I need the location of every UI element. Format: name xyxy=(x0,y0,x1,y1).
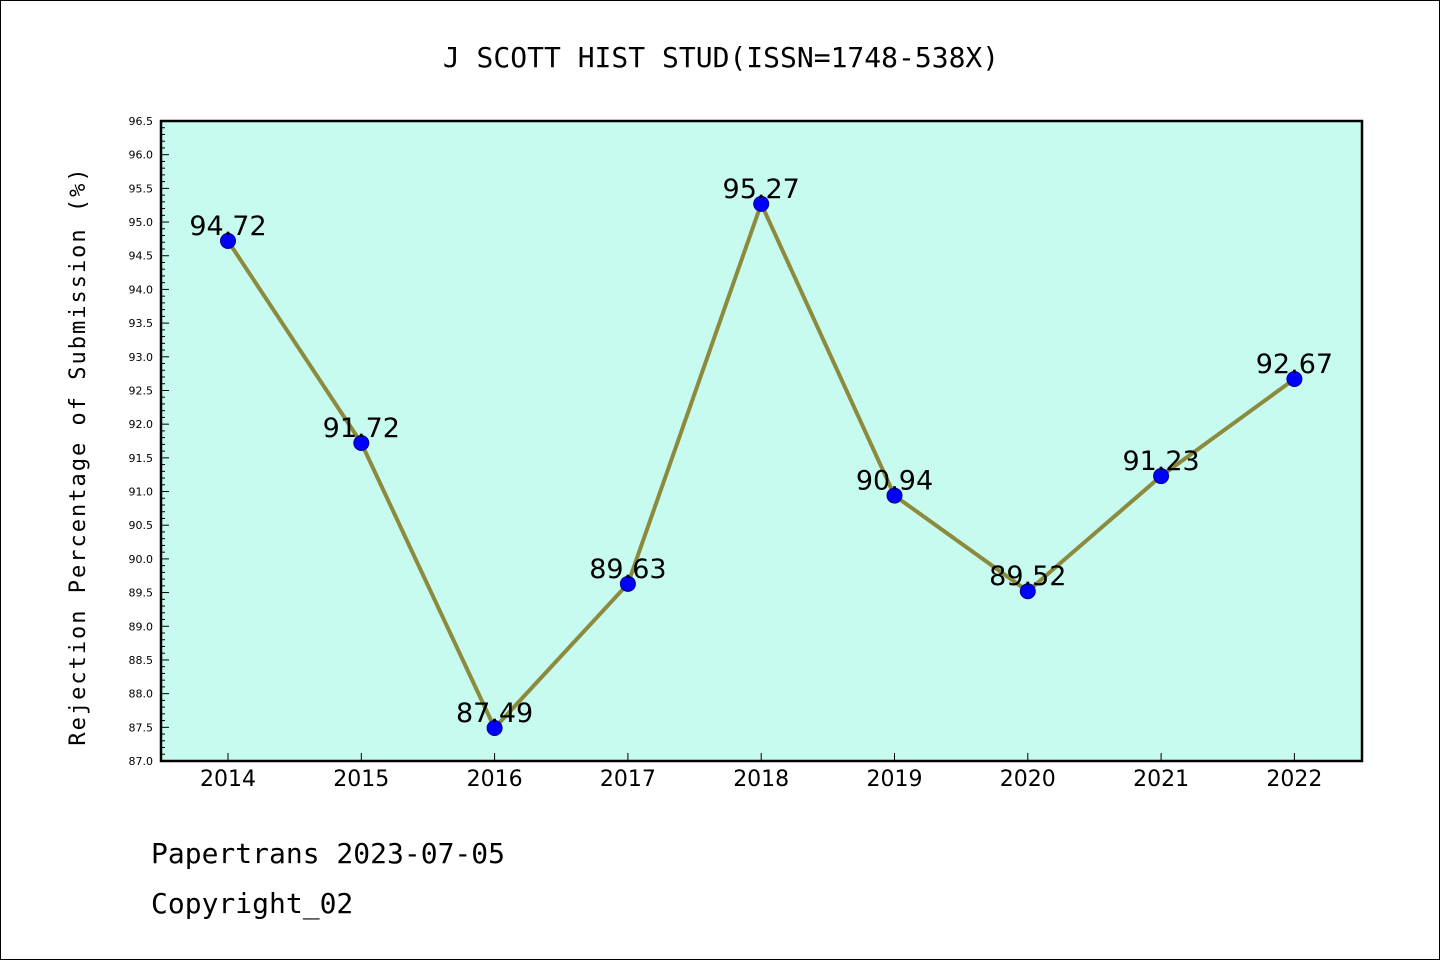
data-label: 89.63 xyxy=(589,554,666,585)
data-label: 89.52 xyxy=(989,561,1066,592)
y-tick-label: 96.0 xyxy=(129,149,154,162)
y-tick-label: 88.0 xyxy=(129,688,154,701)
y-tick-label: 94.0 xyxy=(129,283,154,296)
y-tick-label: 96.5 xyxy=(129,115,154,128)
y-tick-label: 95.5 xyxy=(129,182,154,195)
y-tick-label: 90.5 xyxy=(129,519,154,532)
data-label: 91.72 xyxy=(323,413,400,444)
data-labels: 94.72 91.72 87.49 89.63 95.27 90.94 89.52 91.23… xyxy=(189,174,1333,729)
data-point xyxy=(886,487,903,504)
data-label: 95.27 xyxy=(723,174,800,205)
y-tick-label: 88.5 xyxy=(129,654,154,667)
y-tick-label: 91.5 xyxy=(129,452,154,465)
x-tick-label: 2018 xyxy=(733,767,789,792)
footer-copyright: Copyright_02 xyxy=(151,887,354,920)
y-tick-label: 93.0 xyxy=(129,351,154,364)
data-point xyxy=(1153,468,1170,485)
data-point xyxy=(486,719,503,736)
footer-date: Papertrans 2023-07-05 xyxy=(151,837,506,870)
y-tick-label: 87.0 xyxy=(129,755,154,768)
y-tick-label: 95.0 xyxy=(129,216,154,229)
y-tick-label: 92.0 xyxy=(129,418,154,431)
data-label: 90.94 xyxy=(856,466,933,497)
data-point xyxy=(220,232,236,249)
y-tick-label: 91.0 xyxy=(129,486,154,499)
x-tick-label: 2020 xyxy=(1000,767,1056,792)
y-tick-label: 93.5 xyxy=(129,317,154,330)
y-axis-label: Rejection Percentage of Submission (%) xyxy=(66,166,91,745)
data-point xyxy=(1019,583,1036,600)
y-tick-label: 90.0 xyxy=(129,553,154,566)
chart-title: J SCOTT HIST STUD(ISSN=1748-538X) xyxy=(443,41,999,74)
x-tick-label: 2017 xyxy=(600,767,656,792)
data-label: 94.72 xyxy=(189,211,266,242)
data-points xyxy=(220,195,1303,736)
x-axis: 2014 2015 2016 2017 2018 2019 2020 2021 2022 xyxy=(200,753,1322,792)
x-tick-label: 2021 xyxy=(1133,767,1189,792)
x-tick-label: 2016 xyxy=(467,767,523,792)
data-point xyxy=(753,195,770,212)
data-point xyxy=(619,575,636,592)
x-tick-label: 2019 xyxy=(867,767,923,792)
y-tick-label: 87.5 xyxy=(129,721,154,734)
x-tick-label: 2014 xyxy=(200,767,256,792)
data-label: 87.49 xyxy=(456,698,533,729)
y-tick-label: 92.5 xyxy=(129,384,154,397)
data-point xyxy=(1286,371,1303,388)
y-tick-label: 89.0 xyxy=(129,620,154,633)
data-label: 92.67 xyxy=(1256,349,1333,380)
x-tick-label: 2015 xyxy=(333,767,389,792)
y-axis: 87.0 87.5 88.0 88.5 89.0 89.5 90.0 90.5 91.0 91.5… xyxy=(129,115,169,768)
y-tick-label: 94.5 xyxy=(129,250,154,263)
data-label: 91.23 xyxy=(1122,446,1199,477)
data-point xyxy=(353,435,370,452)
x-tick-label: 2022 xyxy=(1266,767,1322,792)
y-tick-label: 89.5 xyxy=(129,587,154,600)
